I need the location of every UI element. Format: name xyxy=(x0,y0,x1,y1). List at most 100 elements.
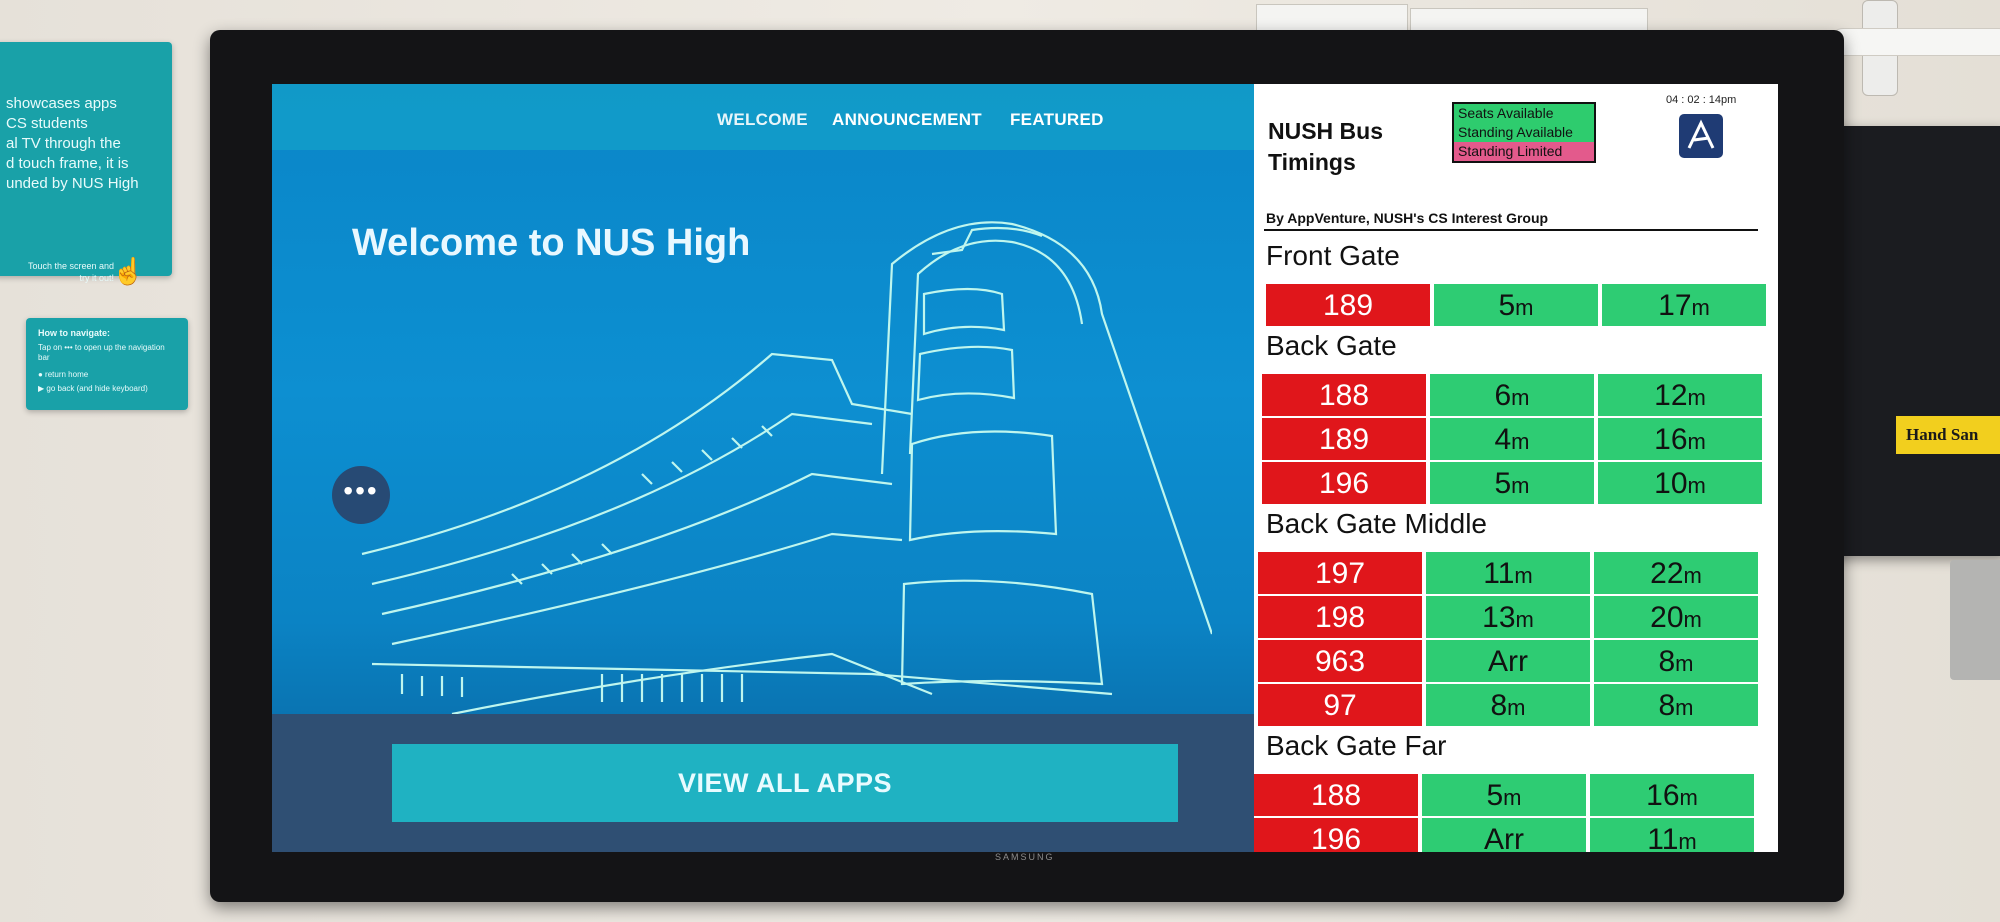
bus-route-number-value: 198 xyxy=(1314,601,1366,634)
bus-stop-name: Back Gate Far xyxy=(1266,730,1447,761)
subsequent-arrival-unit: m xyxy=(1683,563,1702,588)
top-navigation: WELCOME ANNOUNCEMENT FEATURED xyxy=(272,84,1254,150)
subsequent-arrival: 8m xyxy=(1594,684,1758,726)
subsequent-arrival-value: 12 xyxy=(1654,379,1688,412)
subsequent-arrival: 20m xyxy=(1594,596,1758,638)
legend-standing-available: Standing Available xyxy=(1454,123,1594,142)
crowd-legend: Seats Available Standing Available Stand… xyxy=(1452,102,1596,163)
poster-text: showcases apps CS students al TV through… xyxy=(6,95,139,192)
subsequent-arrival-unit: m xyxy=(1675,651,1694,676)
view-all-apps-button[interactable]: VIEW ALL APPS xyxy=(392,744,1178,822)
navigation-menu-button[interactable]: ••• xyxy=(332,466,390,524)
next-arrival: 8m xyxy=(1426,684,1590,726)
subsequent-arrival-value: 17 xyxy=(1658,289,1692,322)
info-poster: showcases apps CS students al TV through… xyxy=(0,42,172,286)
bus-route-number: 196 xyxy=(1254,818,1418,852)
bus-route-number-value: 188 xyxy=(1318,379,1370,412)
poster-step: ▶ go back (and hide keyboard) xyxy=(38,384,148,393)
subsequent-arrival-unit: m xyxy=(1687,385,1706,410)
next-arrival-unit: m xyxy=(1503,785,1522,810)
subsequent-arrival-value: 22 xyxy=(1650,557,1684,590)
next-arrival-value: 5 xyxy=(1494,467,1512,500)
poster-title: How to navigate: xyxy=(38,328,111,338)
bus-stop-name: Front Gate xyxy=(1266,240,1400,271)
bus-stop-name: Back Gate xyxy=(1266,330,1397,361)
bus-route-number: 963 xyxy=(1258,640,1422,682)
next-arrival-value: Arr xyxy=(1488,645,1528,678)
subsequent-arrival: 11m xyxy=(1590,818,1754,852)
legend-seats-available: Seats Available xyxy=(1454,104,1594,123)
wall-pipe xyxy=(1830,28,2000,56)
bus-route-number-value: 196 xyxy=(1318,467,1370,500)
bus-panel-title: NUSH Bus Timings xyxy=(1268,118,1384,175)
subsequent-arrival-unit: m xyxy=(1687,429,1706,454)
current-time: 04 : 02 : 14pm xyxy=(1666,94,1737,106)
next-arrival-value: Arr xyxy=(1484,823,1524,852)
subsequent-arrival-unit: m xyxy=(1691,295,1710,320)
next-arrival: Arr xyxy=(1426,640,1590,682)
next-arrival: 5m xyxy=(1422,774,1586,816)
bus-route-number-value: 97 xyxy=(1323,689,1357,722)
bus-timings-panel: NUSH Bus Timings Seats Available Standin… xyxy=(1254,84,1778,852)
bus-route-number-value: 963 xyxy=(1314,645,1366,678)
next-arrival: 5m xyxy=(1434,284,1598,326)
bus-route-number: 188 xyxy=(1254,774,1418,816)
next-arrival-unit: m xyxy=(1515,607,1534,632)
wall-outlet xyxy=(1410,8,1648,32)
subsequent-arrival: 17m xyxy=(1602,284,1766,326)
legend-standing-limited: Standing Limited xyxy=(1454,142,1594,161)
bus-route-number: 188 xyxy=(1262,374,1426,416)
subsequent-arrival-value: 8 xyxy=(1658,689,1676,722)
bus-stop-name: Back Gate Middle xyxy=(1266,508,1487,539)
next-arrival-value: 5 xyxy=(1498,289,1516,322)
next-arrival-unit: m xyxy=(1511,473,1530,498)
welcome-heading: Welcome to NUS High xyxy=(352,222,751,264)
next-arrival: 13m xyxy=(1426,596,1590,638)
nav-featured[interactable]: FEATURED xyxy=(1010,110,1104,129)
bus-route-number-value: 189 xyxy=(1322,289,1374,322)
hand-pointer-icon: ☝ xyxy=(112,256,145,286)
bus-route-number: 196 xyxy=(1262,462,1426,504)
nav-announcement[interactable]: ANNOUNCEMENT xyxy=(832,110,982,129)
bus-route-number-value: 197 xyxy=(1314,557,1366,590)
kiosk-screen: WELCOME ANNOUNCEMENT FEATURED Welcome to… xyxy=(272,84,1778,852)
next-arrival-value: 6 xyxy=(1494,379,1512,412)
bus-route-number: 97 xyxy=(1258,684,1422,726)
subsequent-arrival: 22m xyxy=(1594,552,1758,594)
subsequent-arrival: 8m xyxy=(1594,640,1758,682)
subsequent-arrival-value: 16 xyxy=(1654,423,1688,456)
divider xyxy=(1264,229,1758,231)
wall-bracket xyxy=(1950,560,2000,680)
next-arrival: 5m xyxy=(1430,462,1594,504)
next-arrival-unit: m xyxy=(1514,563,1533,588)
next-arrival: 4m xyxy=(1430,418,1594,460)
subsequent-arrival-unit: m xyxy=(1675,695,1694,720)
nav-welcome[interactable]: WELCOME xyxy=(717,110,808,129)
subsequent-arrival-value: 11 xyxy=(1647,823,1679,852)
poster-hint: Touch the screen and try it out! xyxy=(27,261,114,283)
next-arrival-value: 13 xyxy=(1482,601,1516,634)
next-arrival: 6m xyxy=(1430,374,1594,416)
poster-step: Tap on ••• to open up the navigation bar xyxy=(38,343,165,362)
bus-route-number: 189 xyxy=(1266,284,1430,326)
next-arrival-value: 11 xyxy=(1483,557,1515,590)
subsequent-arrival-value: 10 xyxy=(1654,467,1688,500)
next-arrival-value: 8 xyxy=(1490,689,1508,722)
bus-route-number-value: 196 xyxy=(1310,823,1362,852)
next-arrival: Arr xyxy=(1422,818,1586,852)
welcome-pane: WELCOME ANNOUNCEMENT FEATURED Welcome to… xyxy=(272,84,1254,852)
next-arrival: 11m xyxy=(1426,552,1590,594)
subsequent-arrival-unit: m xyxy=(1679,785,1698,810)
next-arrival-value: 5 xyxy=(1486,779,1504,812)
subsequent-arrival-unit: m xyxy=(1683,607,1702,632)
bus-panel-byline: By AppVenture, NUSH's CS Interest Group xyxy=(1266,210,1549,226)
subsequent-arrival-value: 20 xyxy=(1650,601,1684,634)
bus-route-number-value: 188 xyxy=(1310,779,1362,812)
tv-brand-logo: SAMSUNG xyxy=(995,852,1055,862)
next-arrival-unit: m xyxy=(1511,385,1530,410)
school-building-illustration xyxy=(361,221,1212,714)
bus-route-number-value: 189 xyxy=(1318,423,1370,456)
next-arrival-unit: m xyxy=(1511,429,1530,454)
subsequent-arrival: 10m xyxy=(1598,462,1762,504)
poster-step: ● return home xyxy=(38,370,89,379)
